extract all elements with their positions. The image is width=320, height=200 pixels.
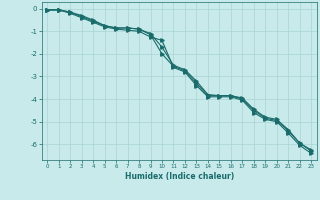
X-axis label: Humidex (Indice chaleur): Humidex (Indice chaleur) [124, 172, 234, 181]
